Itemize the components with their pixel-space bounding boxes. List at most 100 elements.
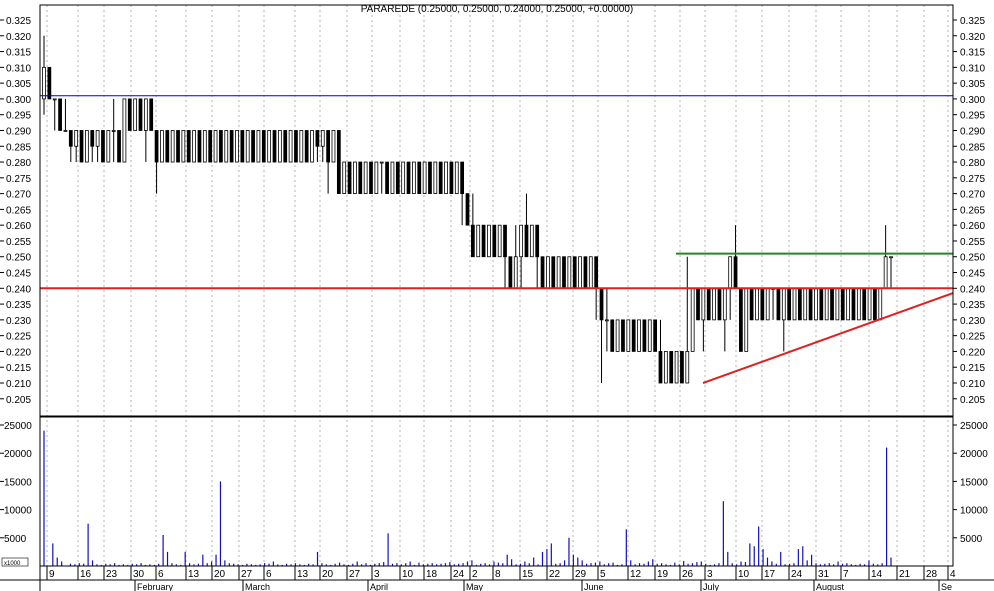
price-tick-label-right: 0.315: [960, 48, 985, 59]
candle-body: [883, 256, 888, 289]
candle-body: [599, 287, 604, 321]
volume-unit-box: [1, 557, 29, 567]
candle-body: [739, 287, 743, 352]
candle-body: [422, 161, 427, 195]
price-tick-label-left: 0.235: [6, 300, 31, 311]
candle-body: [749, 287, 754, 321]
candle-body: [299, 130, 304, 163]
price-tick-label-right: 0.240: [960, 284, 985, 295]
candle-body: [610, 319, 615, 352]
candle-body: [722, 287, 727, 321]
price-tick-label-left: 0.305: [6, 79, 31, 90]
candle-body: [336, 130, 341, 195]
x-day-label: 9: [49, 569, 55, 580]
axes: 0.325 0.325 0.320 0.320 0.315 0.315 0.310 0.310…: [0, 4, 994, 591]
candle-body: [363, 161, 368, 195]
candle-body: [267, 130, 272, 163]
candle-body: [347, 161, 352, 195]
candle-body: [74, 130, 79, 147]
price-tick-label-left: 0.315: [6, 48, 31, 59]
candle-body: [272, 130, 277, 163]
candle-body: [626, 319, 631, 352]
candle-body: [63, 130, 68, 132]
candle-body: [674, 351, 679, 384]
x-day-label: 8: [495, 569, 501, 580]
candle-body: [519, 224, 523, 258]
candle-body: [235, 130, 239, 163]
volume-panel: [43, 430, 892, 566]
candle-body: [224, 130, 229, 163]
candle-body: [669, 351, 674, 384]
candle-body: [781, 287, 786, 321]
candle-body: [856, 287, 861, 321]
price-tick-label-right: 0.225: [960, 332, 985, 343]
candle-body: [873, 287, 877, 321]
candle-body: [653, 319, 658, 352]
price-tick-label-right: 0.320: [960, 32, 985, 43]
price-tick-label-right: 0.255: [960, 237, 985, 248]
price-tick-label-right: 0.295: [960, 111, 985, 122]
price-tick-label-left: 0.250: [6, 253, 31, 264]
price-tick-label-left: 0.275: [6, 174, 31, 185]
candle-body: [176, 130, 180, 163]
candle-body: [369, 161, 373, 195]
x-month-label: February: [137, 582, 174, 591]
candle-body: [680, 351, 684, 384]
candle-body: [862, 287, 867, 321]
candle-body: [572, 256, 577, 289]
candle-body: [792, 287, 797, 321]
x-day-label: 24: [791, 569, 803, 580]
candle-body: [379, 161, 384, 164]
candle-body: [470, 224, 475, 258]
price-tick-label-left: 0.210: [6, 379, 31, 390]
price-tick-label-left: 0.270: [6, 190, 31, 201]
candle-body: [535, 224, 540, 258]
candle-body: [165, 130, 170, 163]
candle-body: [615, 319, 620, 352]
price-tick-label-right: 0.300: [960, 95, 985, 106]
candle-body: [546, 256, 550, 289]
candle-body: [294, 130, 298, 163]
x-day-label: 10: [738, 569, 750, 580]
candle-body: [454, 161, 459, 195]
price-tick-label-right: 0.325: [960, 16, 985, 27]
price-tick-label-left: 0.265: [6, 205, 31, 216]
candle-body: [889, 256, 893, 259]
candle-body: [765, 287, 770, 321]
candle-body: [154, 130, 159, 163]
candle-body: [529, 224, 534, 258]
candle-body: [460, 161, 465, 195]
x-day-label: 29: [575, 569, 587, 580]
x-day-label: 17: [764, 569, 776, 580]
candle-body: [245, 130, 250, 163]
candle-body: [690, 287, 695, 352]
price-tick-label-left: 0.285: [6, 142, 31, 153]
price-tick-label-left: 0.290: [6, 126, 31, 137]
candle-body: [417, 161, 422, 195]
price-tick-label-right: 0.215: [960, 363, 985, 374]
candle-body: [251, 130, 255, 163]
price-tick-label-left: 0.260: [6, 221, 31, 232]
x-day-label: 13: [188, 569, 200, 580]
candle-body: [310, 130, 314, 163]
price-tick-label-right: 0.205: [960, 395, 985, 406]
x-day-label: 6: [266, 569, 272, 580]
price-tick-label-left: 0.295: [6, 111, 31, 122]
volume-tick-label-right: 25000: [960, 421, 988, 432]
price-tick-label-left: 0.310: [6, 63, 31, 74]
price-tick-label-left: 0.325: [6, 16, 31, 27]
candle-body: [385, 161, 389, 195]
volume-tick-label-left: 25000: [4, 421, 32, 432]
price-tick-label-left: 0.205: [6, 395, 31, 406]
candle-body: [202, 130, 207, 163]
price-tick-label-right: 0.220: [960, 347, 985, 358]
x-day-label: 15: [522, 569, 534, 580]
candle-body: [138, 98, 143, 131]
candle-body: [127, 98, 132, 131]
candle-body: [326, 130, 330, 163]
trend-line-red: [702, 292, 954, 384]
price-panel: [42, 35, 893, 384]
x-day-label: 13: [297, 569, 309, 580]
candle-body: [755, 287, 759, 321]
volume-tick-label-left: 20000: [4, 449, 32, 460]
